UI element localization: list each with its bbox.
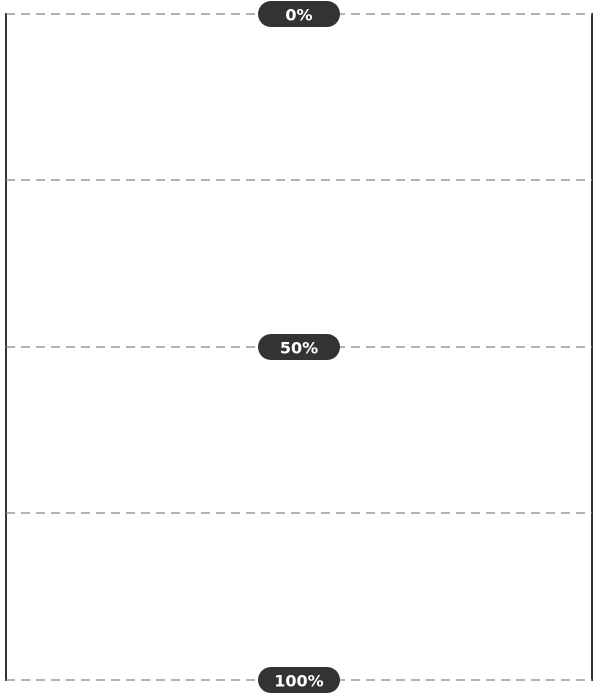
label-text: 50% [280, 339, 318, 358]
label-pill [258, 334, 340, 360]
label-pill [258, 1, 340, 27]
label-text: 100% [274, 672, 323, 691]
label-text: 0% [285, 6, 312, 25]
label-pill [258, 667, 340, 693]
